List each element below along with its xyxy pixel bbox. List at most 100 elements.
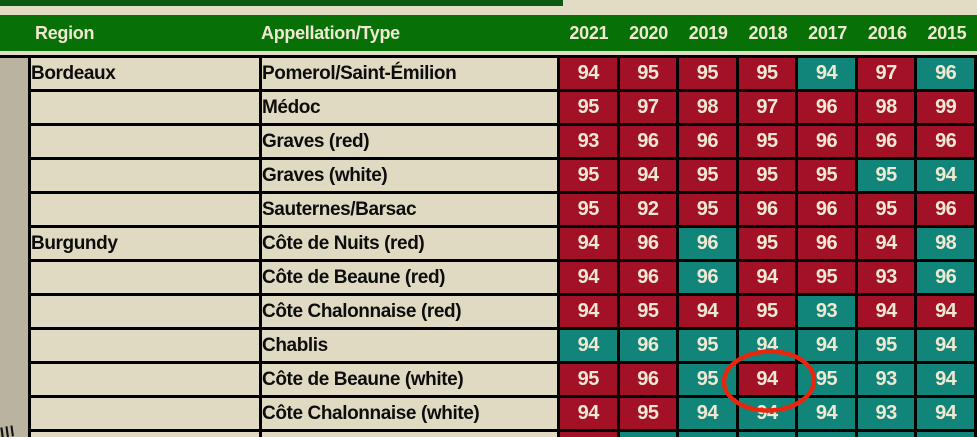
margin-mark: Ill <box>0 423 17 437</box>
score-cell: 98 <box>676 89 739 126</box>
score-cell: 94 <box>735 361 799 398</box>
score-cell: 94 <box>914 395 977 432</box>
score-cell: 95 <box>676 327 739 364</box>
score-cell <box>735 429 799 437</box>
table-row: Burgundy Côte de Nuits (red) 94 96 96 95 96 94 9… <box>28 225 977 262</box>
table-header-row: Region Appellation/Type 2021 2020 2019 2018… <box>0 15 977 51</box>
score-cell: 94 <box>676 395 739 432</box>
score-cell: 96 <box>616 327 680 364</box>
score-cell: 95 <box>676 55 739 92</box>
score-cell: 95 <box>854 157 918 194</box>
top-accent-bar <box>0 0 563 6</box>
score-cell: 97 <box>616 89 680 126</box>
score-cell: 95 <box>735 123 799 160</box>
score-cell: 95 <box>557 191 620 228</box>
region-cell <box>28 327 262 364</box>
score-cell: 96 <box>914 191 977 228</box>
score-cell: 95 <box>735 225 799 262</box>
score-cell: 94 <box>914 361 977 398</box>
year-header-2020: 2020 <box>629 23 668 43</box>
table-row: Côte Chalonnaise (white) 94 95 94 94 94 93 94 <box>28 395 977 432</box>
appellation-column-header: Appellation/Type <box>261 23 400 43</box>
year-header-2018: 2018 <box>748 23 788 43</box>
score-cell: 94 <box>616 157 680 194</box>
score-cell <box>616 429 680 437</box>
appellation-cell: Côte Chalonnaise (white) <box>259 395 560 432</box>
score-cell: 96 <box>795 191 858 228</box>
score-cell: 94 <box>557 259 620 296</box>
score-cell: 96 <box>795 225 858 262</box>
region-cell <box>28 157 262 194</box>
score-cell <box>914 429 977 437</box>
score-cell: 95 <box>854 327 918 364</box>
score-cell: 95 <box>735 157 799 194</box>
region-cell: Burgundy <box>28 225 262 262</box>
region-cell <box>28 191 262 228</box>
score-cell: 98 <box>914 225 977 262</box>
score-cell: 95 <box>557 361 620 398</box>
table-row: Sauternes/Barsac 95 92 95 96 96 95 96 <box>28 191 977 228</box>
appellation-cell: Médoc <box>259 89 560 126</box>
score-cell: 94 <box>854 225 918 262</box>
score-cell: 93 <box>557 123 620 160</box>
score-cell: 92 <box>616 191 680 228</box>
score-cell: 96 <box>616 225 680 262</box>
score-cell: 94 <box>557 55 620 92</box>
score-cell: 96 <box>676 225 739 262</box>
table-row: Médoc 95 97 98 97 96 98 99 <box>28 89 977 126</box>
score-cell: 94 <box>557 327 620 364</box>
appellation-cell: Chablis <box>259 327 560 364</box>
score-cell: 94 <box>735 395 799 432</box>
partial-table-row <box>28 429 977 437</box>
year-column-headers: 2021 2020 2019 2018 2017 2016 2015 <box>559 15 977 51</box>
score-cell: 96 <box>616 123 680 160</box>
score-cell: 94 <box>676 293 739 330</box>
year-header-2021: 2021 <box>569 23 609 43</box>
score-cell: 97 <box>854 55 918 92</box>
score-cell: 93 <box>854 259 918 296</box>
region-cell <box>28 259 262 296</box>
appellation-cell: Sauternes/Barsac <box>259 191 560 228</box>
score-cell: 94 <box>795 327 858 364</box>
score-cell: 96 <box>676 123 739 160</box>
left-margin-strip <box>0 55 28 437</box>
score-cell: 94 <box>795 55 858 92</box>
region-cell <box>28 123 262 160</box>
region-cell <box>28 361 262 398</box>
score-cell: 96 <box>795 89 858 126</box>
score-cell <box>854 429 918 437</box>
region-cell: Bordeaux <box>28 55 262 92</box>
table-row: Graves (white) 95 94 95 95 95 95 94 <box>28 157 977 194</box>
score-cell: 94 <box>914 157 977 194</box>
score-cell: 95 <box>557 89 620 126</box>
score-cell: 95 <box>854 191 918 228</box>
score-cell: 94 <box>735 327 799 364</box>
score-cell: 97 <box>735 89 799 126</box>
score-cell: 95 <box>795 361 858 398</box>
score-cell: 96 <box>914 55 977 92</box>
appellation-cell: Pomerol/Saint-Émilion <box>259 55 560 92</box>
score-cell: 96 <box>616 361 680 398</box>
appellation-cell: Graves (white) <box>259 157 560 194</box>
score-cell: 95 <box>735 293 799 330</box>
score-cell: 95 <box>735 55 799 92</box>
year-header-2019: 2019 <box>688 23 728 43</box>
score-cell: 99 <box>914 89 977 126</box>
score-cell: 96 <box>914 259 977 296</box>
table-row: Bordeaux Pomerol/Saint-Émilion 94 95 95 95 94 9… <box>28 55 977 92</box>
score-cell: 95 <box>616 55 680 92</box>
year-header-2016: 2016 <box>867 23 907 43</box>
score-cell: 93 <box>854 361 918 398</box>
score-cell: 96 <box>616 259 680 296</box>
score-cell: 95 <box>616 293 680 330</box>
table-row: Graves (red) 93 96 96 95 96 96 96 <box>28 123 977 160</box>
score-cell: 96 <box>676 259 739 296</box>
appellation-cell: Côte Chalonnaise (red) <box>259 293 560 330</box>
score-cell <box>676 429 739 437</box>
score-cell: 95 <box>557 157 620 194</box>
score-cell: 96 <box>914 123 977 160</box>
score-cell <box>557 429 620 437</box>
table-row: Côte de Beaune (red) 94 96 96 94 95 93 96 <box>28 259 977 296</box>
vintage-score-table: Bordeaux Pomerol/Saint-Émilion 94 95 95 95 94 9… <box>28 55 977 437</box>
